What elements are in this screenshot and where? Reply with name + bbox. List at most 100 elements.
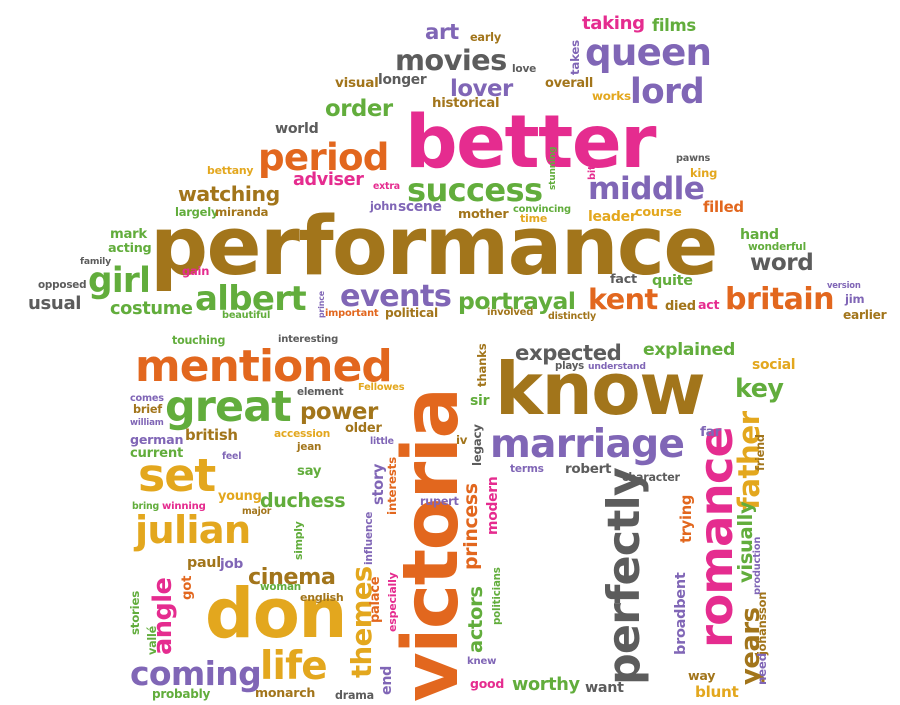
word-love: love: [512, 63, 537, 76]
word-iv: iv: [456, 433, 468, 448]
word-set: set: [138, 448, 216, 502]
word-especially: especially: [385, 572, 399, 632]
word-john: john: [370, 199, 398, 214]
word-need: need: [755, 653, 770, 685]
word-convincing: convincing: [513, 203, 571, 215]
word-influence: influence: [363, 511, 376, 565]
word-english: english: [300, 591, 344, 604]
word-politicians: politicians: [491, 567, 504, 625]
word-vall-: vallé: [145, 626, 159, 655]
word-bit: bit: [586, 165, 598, 180]
word-distinctly: distinctly: [548, 311, 596, 323]
word-worthy: worthy: [512, 675, 580, 696]
word-opposed: opposed: [38, 279, 87, 292]
word-success: success: [407, 170, 543, 209]
word-leader: leader: [588, 209, 637, 226]
word-woman: woman: [260, 581, 301, 594]
word-overall: overall: [545, 75, 594, 91]
word-rupert: rupert: [420, 495, 459, 509]
word-earlier: earlier: [843, 308, 887, 323]
word-british: british: [185, 425, 238, 444]
word-scene: scene: [398, 199, 442, 216]
word-queen: queen: [585, 30, 712, 75]
word-terms: terms: [510, 462, 544, 475]
word-word: word: [750, 250, 814, 277]
word-power: power: [300, 398, 378, 425]
word-mentioned: mentioned: [135, 341, 393, 393]
word-major: major: [242, 505, 272, 517]
word-life: life: [260, 644, 328, 690]
word-say: say: [297, 464, 322, 480]
word-little: little: [370, 436, 394, 448]
word-period: period: [258, 134, 389, 179]
word-social: social: [752, 357, 796, 374]
word-knew: knew: [467, 655, 497, 667]
word-actors: actors: [464, 586, 488, 653]
word-probably: probably: [152, 686, 211, 701]
word-production: production: [751, 536, 763, 595]
word-pawns: pawns: [676, 153, 711, 165]
word-way: way: [688, 667, 716, 683]
word-events: events: [340, 279, 452, 315]
word-william: william: [130, 417, 164, 428]
word-middle: middle: [588, 170, 705, 207]
word-german: german: [130, 431, 184, 447]
word-historical: historical: [432, 96, 500, 112]
word-palace: palace: [367, 576, 383, 623]
word-mark: mark: [110, 227, 147, 243]
word-marriage: marriage: [490, 422, 685, 468]
word-winning: winning: [162, 500, 206, 512]
word-explained: explained: [643, 339, 736, 360]
word-robert: robert: [565, 461, 612, 478]
word-current: current: [130, 446, 184, 462]
word-feel: feel: [222, 451, 242, 463]
word-beautiful: beautiful: [222, 310, 271, 322]
word-simply: simply: [292, 521, 306, 560]
word-know: know: [495, 347, 706, 432]
word-modern: modern: [484, 476, 501, 535]
word-order: order: [325, 95, 393, 122]
word-drama: drama: [335, 688, 374, 702]
word-acting: acting: [108, 240, 152, 256]
word-expected: expected: [515, 340, 622, 366]
word-paul: paul: [187, 554, 221, 571]
word-extra: extra: [373, 181, 400, 193]
word-bring: bring: [132, 501, 159, 513]
word-act: act: [698, 296, 720, 312]
word-jean: jean: [297, 440, 322, 453]
word-blunt: blunt: [695, 683, 739, 702]
word-friend: friend: [754, 434, 768, 471]
word-touching: touching: [172, 333, 226, 347]
word-element: element: [297, 385, 344, 398]
word-jim: jim: [845, 292, 865, 307]
word-time: time: [520, 212, 548, 226]
word-performance: performance: [150, 199, 718, 294]
word-largely: largely: [175, 204, 219, 219]
word-course: course: [635, 204, 682, 220]
word-fellowes: Fellowes: [358, 381, 405, 393]
word-kent: kent: [588, 282, 658, 317]
word-lover: lover: [450, 75, 513, 102]
word-died: died: [665, 299, 696, 315]
word-stories: stories: [128, 591, 143, 635]
word-far: far: [700, 424, 722, 441]
word-world: world: [275, 120, 319, 137]
word-key: key: [735, 373, 784, 404]
word-bettany: bettany: [207, 163, 254, 177]
word-takes: takes: [568, 40, 583, 75]
word-involved: involved: [487, 307, 534, 319]
word-king: king: [690, 166, 718, 181]
word-hand: hand: [740, 226, 779, 243]
word-want: want: [585, 679, 624, 696]
word-quite: quite: [652, 272, 693, 289]
word-miranda: miranda: [215, 204, 269, 219]
word-better: better: [405, 99, 656, 185]
word-thanks: thanks: [475, 343, 490, 387]
word-albert: albert: [195, 279, 307, 319]
word-legacy: legacy: [470, 424, 485, 466]
word-fact: fact: [610, 271, 637, 287]
word-plays: plays: [555, 360, 585, 372]
word-important: important: [325, 307, 379, 319]
word-understand: understand: [588, 361, 646, 373]
word-comes: comes: [130, 393, 164, 405]
